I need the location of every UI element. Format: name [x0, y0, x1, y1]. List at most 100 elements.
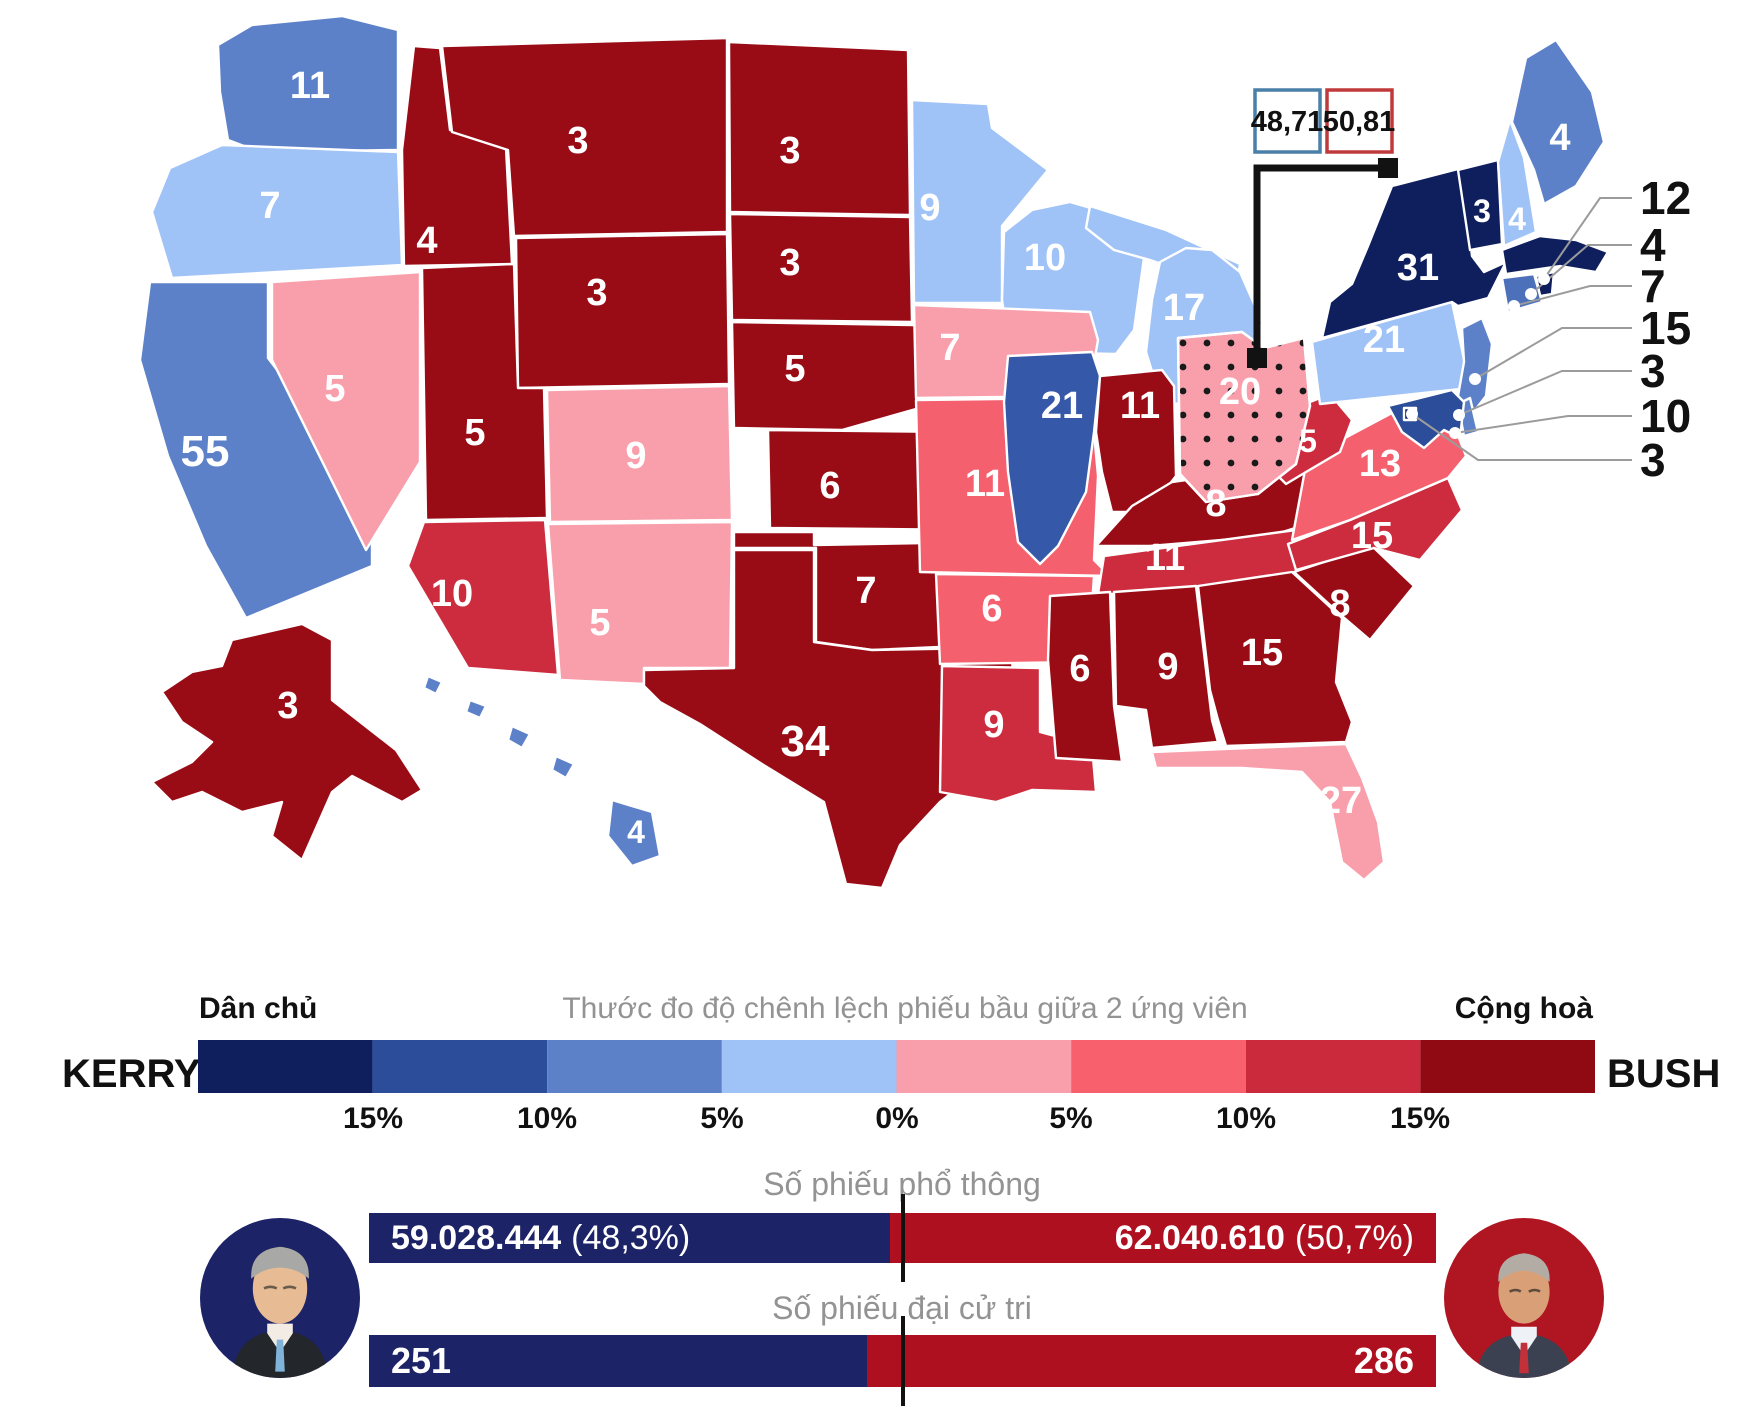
svg-text:5: 5	[464, 412, 485, 454]
bush-portrait-illustration	[1476, 1253, 1572, 1378]
svg-text:8: 8	[1329, 583, 1350, 625]
state-WY	[514, 232, 731, 390]
state-AL	[1112, 584, 1220, 750]
svg-text:3: 3	[567, 120, 588, 162]
margin-color-scale	[198, 1040, 1595, 1093]
svg-text:4: 4	[416, 220, 437, 262]
tick-rep-15: 15%	[1389, 1102, 1451, 1135]
ohio-kerry-share-box: 48,71	[1251, 88, 1324, 154]
electoral-vote-kerry-value: 251	[391, 1340, 452, 1381]
svg-text:8: 8	[1205, 483, 1226, 525]
svg-text:13: 13	[1359, 443, 1401, 485]
electoral-vote-midline	[901, 1316, 905, 1406]
svg-text:4: 4	[627, 814, 645, 850]
ohio-bush-share-value: 50,81	[1323, 106, 1396, 138]
popular-vote-bush-value: 62.040.610	[1114, 1218, 1285, 1257]
callout-RI: 4	[1640, 219, 1666, 271]
svg-text:5: 5	[1299, 423, 1317, 459]
svg-text:21: 21	[1363, 319, 1405, 361]
tick-dem-10: 10%	[516, 1102, 578, 1135]
tick-rep-5: 5%	[1049, 1102, 1093, 1135]
state-NV	[270, 270, 422, 552]
svg-text:9: 9	[983, 704, 1004, 746]
svg-text:27: 27	[1320, 780, 1362, 822]
state-ev-labels: 11 7 55 5 4 3 3 5 9 10 5 3 3 5 6 7 34 9 …	[181, 65, 1571, 850]
tick-dem-15: 15%	[342, 1102, 404, 1135]
svg-text:3: 3	[779, 242, 800, 284]
svg-text:34: 34	[781, 717, 830, 766]
scale-title: Thước đo độ chênh lệch phiếu bầu giữa 2 …	[562, 992, 1248, 1025]
svg-text:11: 11	[965, 463, 1005, 505]
popular-vote-midline	[901, 1194, 905, 1282]
tick-dem-5: 5%	[700, 1102, 744, 1135]
state-MA	[1500, 234, 1610, 276]
ohio-kerry-share-value: 48,71	[1251, 106, 1324, 138]
state-NH	[1496, 118, 1538, 248]
callout-NJ: 15	[1640, 302, 1691, 354]
state-GA	[1196, 570, 1354, 748]
state-NY	[1320, 166, 1508, 340]
svg-text:3: 3	[277, 685, 298, 727]
svg-text:5: 5	[324, 368, 345, 410]
svg-text:6: 6	[981, 588, 1002, 630]
callout-DE: 3	[1640, 345, 1666, 397]
republican-label: Cộng hoà	[1454, 992, 1593, 1025]
electoral-vote-bush-value: 286	[1353, 1340, 1414, 1381]
state-LA	[938, 664, 1098, 804]
svg-text:10: 10	[431, 573, 473, 615]
bush-photo	[1444, 1218, 1604, 1378]
state-OH-highlight	[1176, 330, 1312, 504]
svg-text:11: 11	[290, 65, 330, 107]
svg-text:10: 10	[1024, 237, 1066, 279]
svg-text:15: 15	[1241, 632, 1283, 674]
svg-text:21: 21	[1041, 385, 1083, 427]
svg-text:5: 5	[589, 602, 610, 644]
popular-vote-bush-segment: 62.040.610 (50,7%)	[889, 1213, 1436, 1263]
kerry-name-label: KERRY	[62, 1052, 201, 1096]
callout-MA: 12	[1640, 172, 1691, 224]
state-MT	[440, 36, 729, 238]
state-HI	[422, 674, 662, 868]
state-CA	[138, 280, 374, 620]
svg-text:9: 9	[919, 187, 940, 229]
margin-color-scale-bar	[198, 1040, 1595, 1093]
svg-text:55: 55	[181, 427, 230, 476]
state-ND	[727, 40, 912, 217]
svg-text:6: 6	[819, 465, 840, 507]
state-IL	[1002, 350, 1102, 566]
svg-text:5: 5	[784, 348, 805, 390]
state-CO	[545, 384, 734, 524]
state-OR	[150, 143, 404, 280]
east-coast-leader-lines	[1406, 197, 1632, 461]
east-coast-callout-values: 12 4 7 15 3 10 3	[1640, 172, 1691, 486]
svg-text:20: 20	[1219, 371, 1261, 413]
svg-text:3: 3	[779, 130, 800, 172]
svg-text:7: 7	[939, 327, 960, 369]
state-TX	[642, 548, 1018, 890]
popular-vote-bar: 59.028.444 (48,3%) 62.040.610 (50,7%)	[369, 1213, 1436, 1263]
popular-vote-kerry-pct: (48,3%)	[571, 1218, 691, 1257]
state-ME	[1510, 38, 1606, 206]
svg-text:11: 11	[1120, 385, 1160, 427]
callout-CT: 7	[1640, 260, 1666, 312]
ohio-callout-line	[1247, 158, 1398, 368]
state-AZ	[406, 518, 560, 677]
svg-text:17: 17	[1163, 287, 1205, 329]
electoral-vote-kerry-segment: 251	[369, 1335, 868, 1387]
tick-rep-10: 10%	[1215, 1102, 1277, 1135]
state-AK	[150, 622, 424, 862]
democrat-label: Dân chủ	[199, 992, 318, 1025]
bush-name-label: BUSH	[1607, 1052, 1721, 1096]
state-FL	[1150, 742, 1386, 882]
kerry-photo	[200, 1218, 360, 1378]
state-VT	[1456, 158, 1504, 252]
state-WA	[216, 14, 400, 154]
svg-text:7: 7	[855, 570, 876, 612]
svg-text:4: 4	[1549, 117, 1570, 159]
callout-DC: 3	[1640, 434, 1666, 486]
popular-vote-kerry-segment: 59.028.444 (48,3%)	[369, 1213, 890, 1263]
svg-text:11: 11	[1145, 537, 1185, 579]
svg-text:9: 9	[625, 435, 646, 477]
